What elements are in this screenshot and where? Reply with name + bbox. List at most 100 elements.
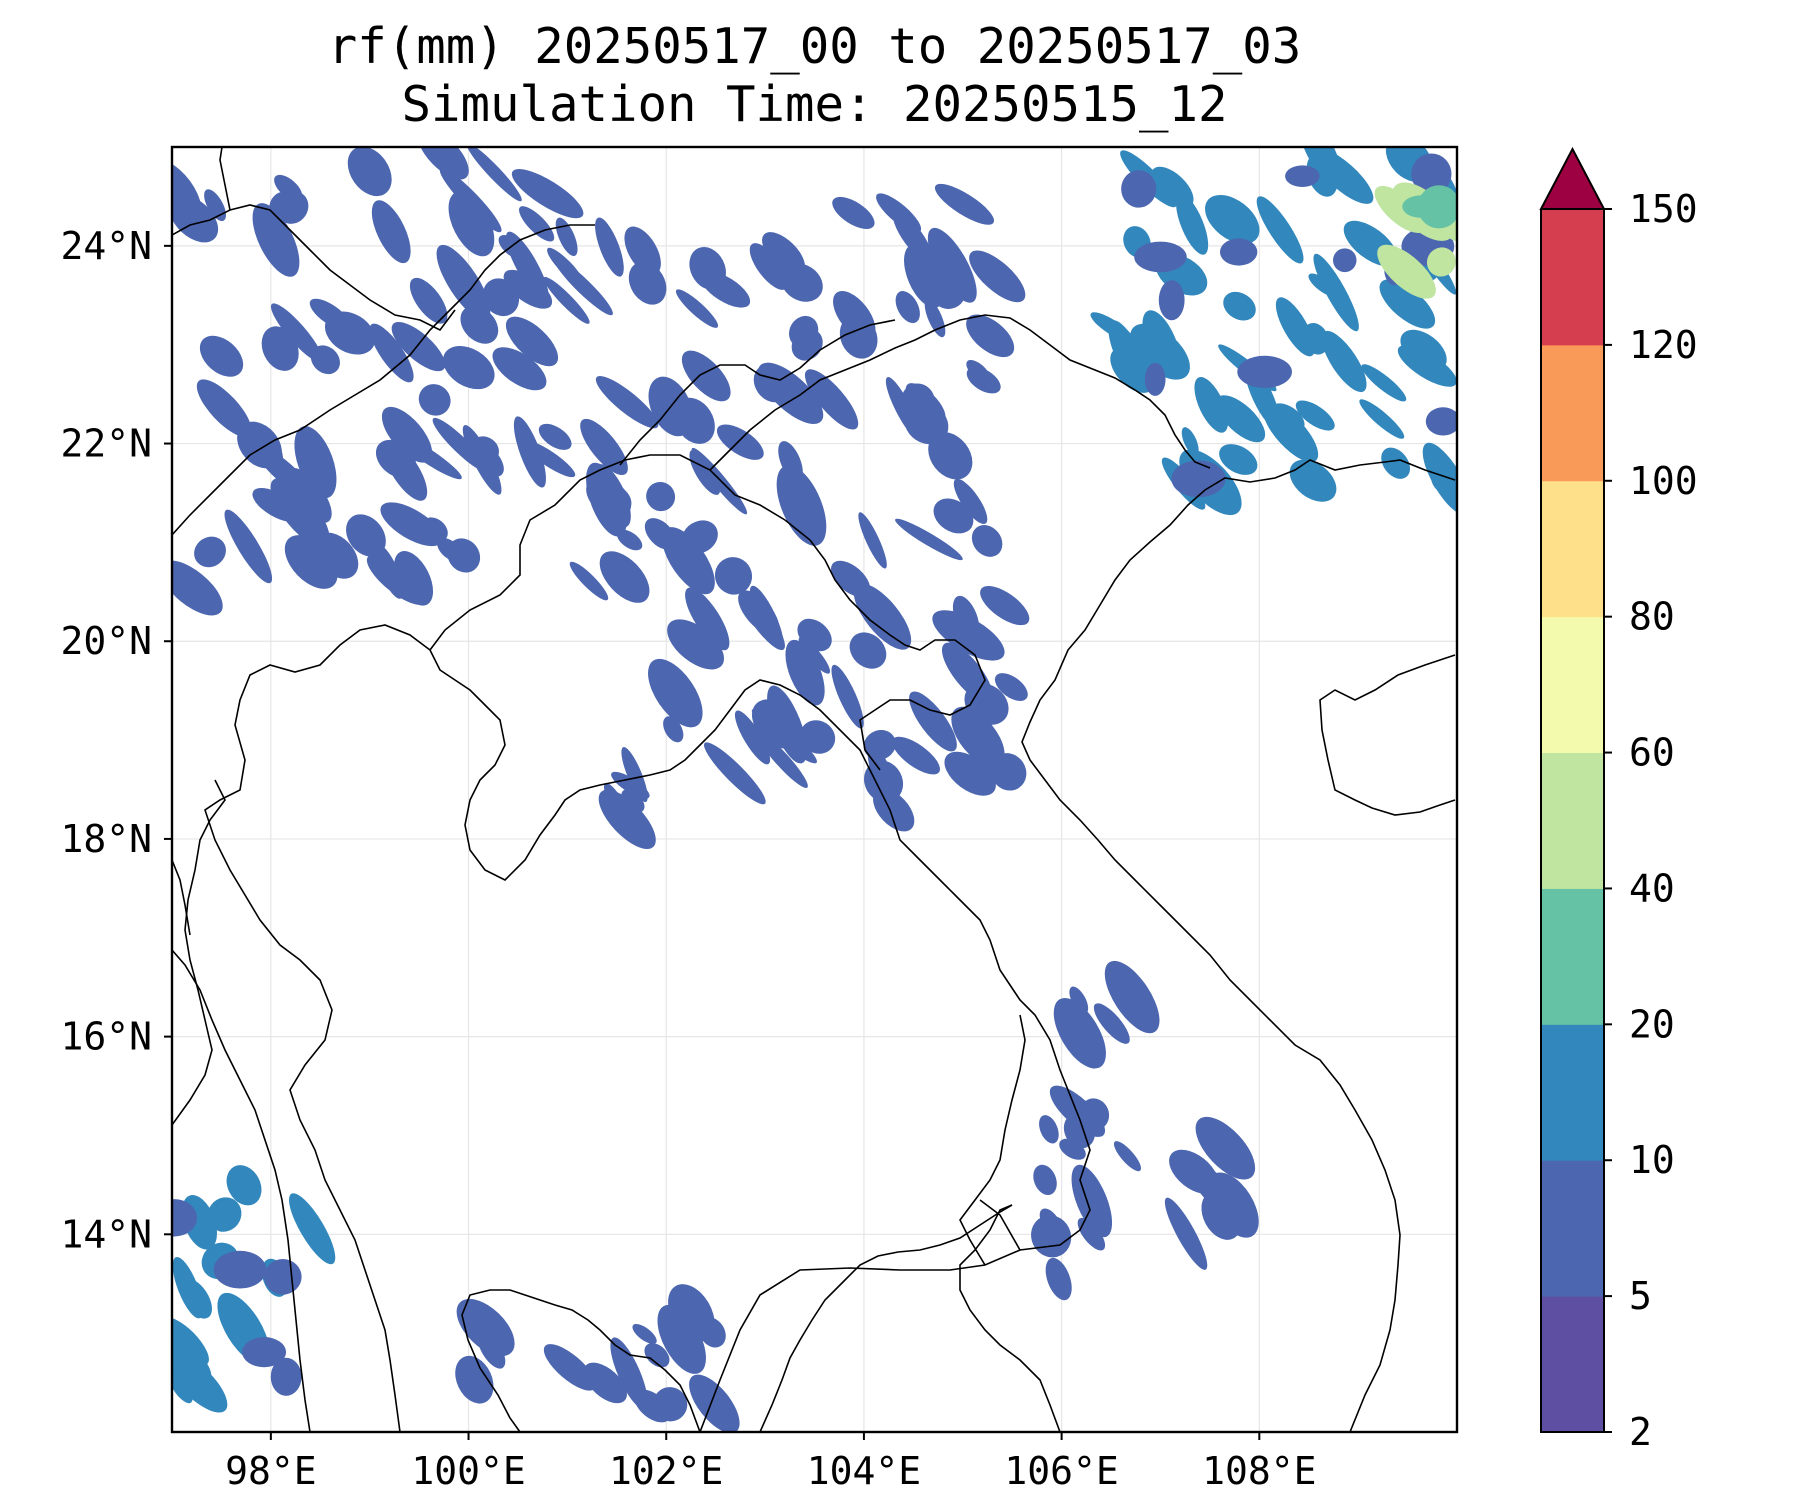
lon-tick-label: 106°E bbox=[1004, 1449, 1118, 1493]
rain-cell bbox=[932, 610, 1005, 661]
rain-cell bbox=[964, 683, 1009, 725]
rain-cell bbox=[224, 509, 273, 584]
rain-cell bbox=[1181, 427, 1199, 456]
rain-cell bbox=[681, 520, 718, 554]
rain-cell bbox=[455, 1355, 494, 1404]
rain-cell bbox=[797, 618, 832, 652]
rain-cell bbox=[751, 709, 817, 764]
rain-cell bbox=[951, 706, 1005, 768]
rain-cell bbox=[646, 481, 676, 512]
rain-cell bbox=[1144, 362, 1166, 396]
rain-cell bbox=[1158, 280, 1185, 321]
rain-cell bbox=[610, 1337, 648, 1409]
colorbar-tick-label: 2 bbox=[1629, 1410, 1652, 1454]
rain-cell bbox=[1130, 323, 1190, 380]
colorbar-bin bbox=[1541, 480, 1604, 618]
rain-cell bbox=[753, 364, 790, 403]
rain-cell bbox=[603, 486, 632, 516]
rain-cell bbox=[904, 244, 945, 308]
rain-cell bbox=[1216, 395, 1266, 443]
rain-cell bbox=[1377, 244, 1436, 299]
rain-cell bbox=[876, 193, 922, 233]
rain-cell bbox=[644, 518, 676, 550]
rain-area bbox=[172, 1165, 336, 1413]
colorbar-tick-label: 80 bbox=[1629, 595, 1675, 639]
rainfall-contours bbox=[172, 147, 1457, 1432]
rain-cell bbox=[1113, 1141, 1142, 1172]
rain-cell bbox=[242, 1337, 287, 1368]
rain-cell bbox=[909, 691, 957, 752]
longitude-axis: 98°E 100°E 102°E 104°E 106°E 108°E bbox=[225, 1432, 1317, 1493]
rain-cell bbox=[689, 1374, 740, 1432]
rain-cell bbox=[569, 561, 609, 601]
rain-cell bbox=[749, 243, 789, 290]
rain-cell bbox=[1313, 253, 1359, 332]
rain-cell bbox=[543, 1344, 597, 1391]
rain-cell bbox=[519, 206, 555, 242]
rain-cell bbox=[285, 467, 332, 523]
rain-cell bbox=[391, 321, 446, 372]
rain-cell bbox=[196, 379, 252, 437]
rain-cell bbox=[460, 305, 499, 344]
colorbar-tick-label: 40 bbox=[1629, 866, 1675, 910]
rain-cell bbox=[831, 664, 864, 729]
rain-cell bbox=[1090, 1204, 1111, 1232]
rain-cell bbox=[1431, 462, 1457, 494]
rain-cell bbox=[505, 316, 559, 367]
rain-cell bbox=[466, 147, 522, 202]
colorbar-tick-label: 20 bbox=[1629, 1002, 1675, 1046]
rain-cell bbox=[1321, 330, 1367, 393]
rain-cell bbox=[1219, 444, 1258, 475]
rain-area bbox=[455, 1284, 740, 1432]
lat-tick-label: 18°N bbox=[60, 817, 152, 861]
rain-cell bbox=[953, 478, 988, 525]
rain-cell bbox=[369, 323, 414, 383]
rain-cell bbox=[172, 1317, 209, 1366]
rain-cell bbox=[204, 189, 227, 222]
rain-cell bbox=[492, 347, 547, 391]
rain-cell bbox=[1039, 1115, 1059, 1144]
rain-cell bbox=[675, 289, 719, 328]
rain-cell bbox=[172, 1327, 208, 1389]
rain-cell bbox=[1045, 1257, 1072, 1301]
rain-cell bbox=[172, 159, 202, 226]
rain-cell bbox=[927, 227, 977, 303]
colorbar-outline bbox=[1540, 209, 1605, 1433]
rain-cell bbox=[347, 147, 392, 197]
rain-cell bbox=[172, 560, 223, 616]
rain-cell bbox=[538, 423, 572, 450]
rain-cell bbox=[1237, 355, 1292, 388]
rain-cell bbox=[436, 244, 491, 321]
colorbar-bin bbox=[1541, 1160, 1604, 1297]
rain-cell bbox=[418, 384, 451, 416]
rain-cell bbox=[867, 744, 896, 803]
rain-cell bbox=[595, 217, 624, 277]
rain-cell bbox=[213, 1250, 267, 1289]
rain-cell bbox=[980, 586, 1030, 626]
rain-cell bbox=[785, 639, 825, 706]
rain-cell bbox=[1311, 147, 1374, 204]
rain-cell bbox=[1033, 1164, 1057, 1196]
rain-cell bbox=[261, 326, 299, 371]
rain-cell bbox=[928, 432, 973, 480]
rain-cell bbox=[1400, 329, 1447, 371]
figure-title: rf(mm) 20250517_00 to 20250517_03 bbox=[327, 18, 1302, 75]
rain-cell bbox=[1194, 377, 1229, 433]
rain-cell bbox=[1411, 153, 1452, 195]
rain-cell bbox=[375, 439, 417, 479]
rain-cell bbox=[1286, 168, 1309, 187]
rain-cell bbox=[749, 585, 784, 648]
rain-cell bbox=[1256, 196, 1304, 264]
rain-cell bbox=[685, 587, 730, 651]
rain-cell bbox=[289, 1193, 336, 1265]
lon-tick-label: 102°E bbox=[609, 1449, 723, 1493]
rain-cell bbox=[969, 250, 1026, 303]
rain-cell bbox=[1289, 459, 1337, 502]
rain-cell bbox=[172, 1373, 193, 1404]
rain-cell bbox=[199, 335, 244, 377]
rain-cell bbox=[832, 196, 875, 230]
rain-cell bbox=[1108, 320, 1149, 391]
rain-area bbox=[1031, 960, 1259, 1301]
rain-cell bbox=[971, 525, 1003, 557]
